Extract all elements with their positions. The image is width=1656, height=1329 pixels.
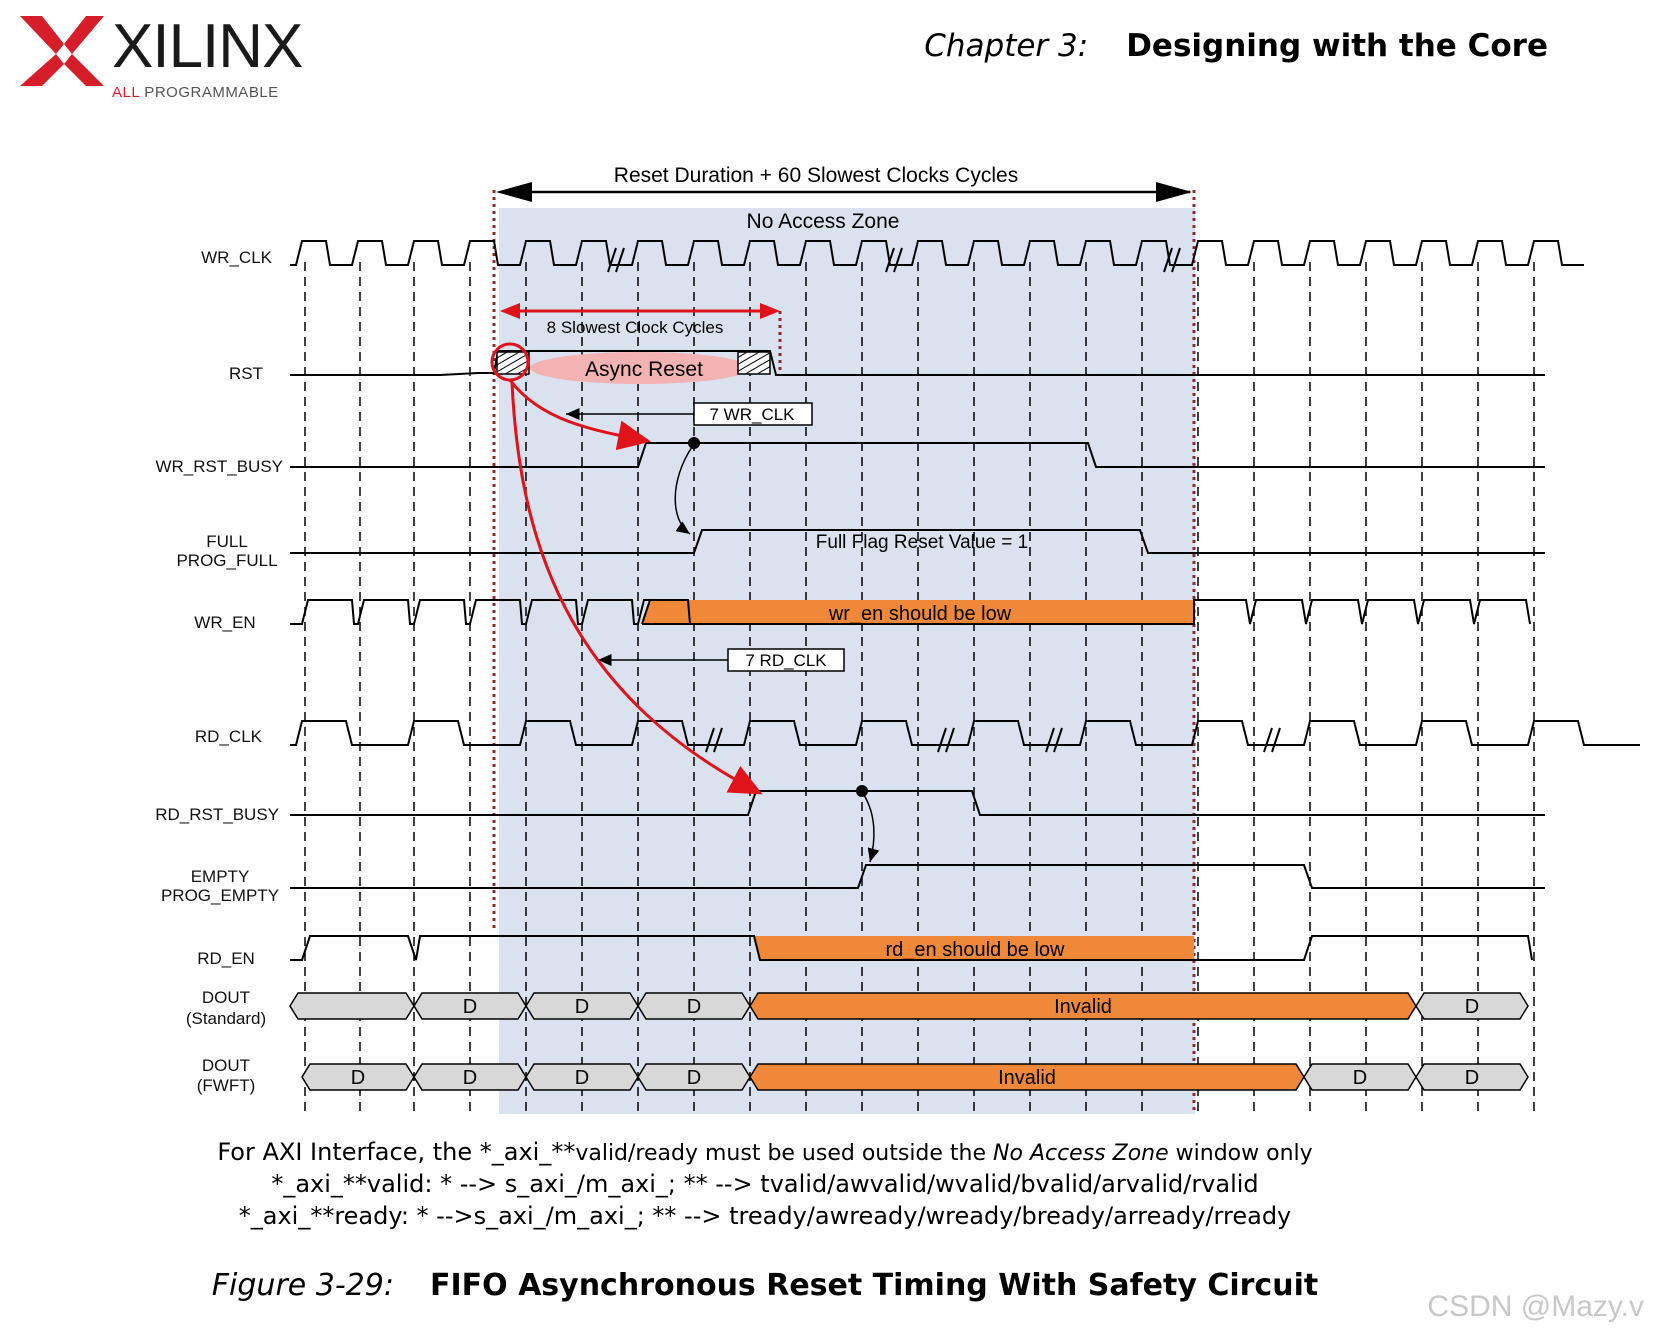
dout-fwft-bus: D D D D Invalid D D — [301, 1063, 1529, 1091]
rd-en-orange-region — [754, 936, 1194, 960]
xilinx-logo-mark-icon — [20, 16, 104, 86]
bus-segment-label: Invalid — [998, 1067, 1056, 1089]
zone-label: No Access Zone — [747, 210, 900, 233]
bus-segment-label: D — [1465, 996, 1479, 1018]
no-access-zone — [499, 208, 1195, 1114]
eight-cycles-arrow-left-head — [500, 303, 520, 319]
label-rst: RST — [229, 364, 263, 383]
label-empty: EMPTY — [191, 867, 250, 886]
label-dout-std: DOUT — [202, 988, 250, 1007]
bus-segment-label: D — [351, 1067, 365, 1089]
wr-rst-busy-dot — [688, 437, 700, 449]
figure-caption: Figure 3-29: FIFO Asynchronous Reset Timi… — [0, 1268, 1530, 1303]
rd-clk-delay-label: 7 RD_CLK — [745, 651, 827, 670]
rd-rst-busy-dot — [856, 785, 868, 797]
axi-note-line1-end: window only — [1168, 1141, 1313, 1166]
logo-word: XILINX — [112, 12, 303, 81]
rst-waveform — [290, 350, 1545, 376]
empty-waveform — [290, 864, 1545, 889]
wr-clk-waveform — [290, 240, 1584, 266]
bus-segment-label: D — [687, 996, 701, 1018]
clock-break-marks — [607, 247, 1281, 753]
logo-tagline-rest: PROGRAMMABLE — [139, 84, 279, 101]
label-wr-en: WR_EN — [194, 613, 255, 632]
reset-to-rd-rst-busy-arrow — [510, 381, 763, 795]
span-label: Reset Duration + 60 Slowest Clocks Cycle… — [614, 164, 1018, 187]
rd-en-waveform — [290, 935, 1533, 961]
rd-en-note: rd_en should be low — [885, 939, 1065, 961]
logo-tagline: ALL PROGRAMMABLE — [112, 84, 279, 101]
async-reset-ellipse — [530, 352, 750, 384]
label-prog-full: PROG_FULL — [176, 551, 277, 570]
wr-clk-delay-label: 7 WR_CLK — [709, 405, 795, 424]
label-wr-rst-busy: WR_RST_BUSY — [155, 457, 283, 476]
eight-cycles-arrow-right-head — [760, 303, 780, 319]
full-flag-note: Full Flag Reset Value = 1 — [816, 532, 1028, 553]
chapter-label: Chapter 3: — [924, 28, 1089, 64]
label-rd-en: RD_EN — [197, 949, 255, 968]
wr-en-note: wr_en should be low — [828, 603, 1012, 625]
timing-diagram: Reset Duration + 60 Slowest Clocks Cycle… — [155, 164, 1640, 1114]
bus-segment-labeled — [1415, 992, 1529, 1020]
figure-title: FIFO Asynchronous Reset Timing With Safe… — [429, 1268, 1319, 1303]
label-prog-empty: PROG_EMPTY — [161, 886, 279, 905]
label-dout-std-sub: (Standard) — [186, 1009, 266, 1028]
chapter-header: Chapter 3: Designing with the Core — [924, 28, 1548, 64]
bus-segment-label: D — [463, 996, 477, 1018]
label-full: FULL — [206, 532, 248, 551]
rd-rst-busy-to-empty-arrow — [863, 794, 880, 863]
logo-tagline-prefix: ALL — [112, 84, 140, 101]
dout-standard-bus: D D D Invalid D — [289, 992, 1529, 1020]
bus-segment-label: D — [687, 1067, 701, 1089]
wr-en-waveform — [290, 599, 1531, 625]
axi-note-line3: *_axi_**ready: * -->s_axi_/m_axi_; ** --… — [238, 1202, 1292, 1230]
eight-cycles-label: 8 Slowest Clock Cycles — [547, 318, 724, 337]
bus-segment-label: D — [1465, 1067, 1479, 1089]
bus-segment-label: D — [1353, 1067, 1367, 1089]
span-arrow-left-head — [496, 182, 532, 202]
axi-note-line2: *_axi_**valid: * --> s_axi_/m_axi_; ** -… — [271, 1170, 1259, 1198]
async-reset-label: Async Reset — [585, 358, 703, 381]
rd-clk-waveform — [290, 720, 1640, 746]
label-rd-rst-busy: RD_RST_BUSY — [155, 805, 279, 824]
axi-note-line1-big: For AXI Interface, the *_axi_** — [217, 1138, 576, 1166]
chapter-title: Designing with the Core — [1126, 28, 1548, 64]
bus-segment-label: Invalid — [1054, 996, 1112, 1018]
reset-to-wr-rst-busy-arrow — [508, 379, 651, 451]
axi-note-line1-small: valid/ready must be used outside the — [575, 1141, 994, 1166]
bus-segment — [289, 992, 415, 1020]
axi-note-line1: For AXI Interface, the *_axi_**valid/rea… — [0, 1138, 1530, 1166]
label-dout-fwft-sub: (FWFT) — [197, 1076, 256, 1095]
bus-segment-label: D — [575, 1067, 589, 1089]
wr-rst-busy-waveform — [290, 442, 1545, 468]
bus-segment-label: D — [463, 1067, 477, 1089]
label-wr-clk: WR_CLK — [201, 248, 273, 267]
label-dout-fwft: DOUT — [202, 1056, 250, 1075]
full-waveform — [290, 529, 1545, 554]
axi-note-line1-italic: No Access Zone — [993, 1141, 1169, 1166]
bus-segment-labeled — [1415, 1063, 1529, 1091]
span-arrow-right-head — [1156, 182, 1192, 202]
rst-hatch-end — [737, 351, 771, 375]
wr-en-orange-region — [642, 600, 1194, 624]
wr-rst-busy-to-full-arrow — [674, 446, 693, 535]
bus-segment-label: D — [575, 996, 589, 1018]
label-rd-clk: RD_CLK — [195, 727, 263, 746]
xilinx-logo: XILINX ALL PROGRAMMABLE — [20, 10, 303, 101]
figure-label: Figure 3-29: — [211, 1268, 394, 1303]
watermark: CSDN @Mazy.v — [1427, 1290, 1644, 1323]
